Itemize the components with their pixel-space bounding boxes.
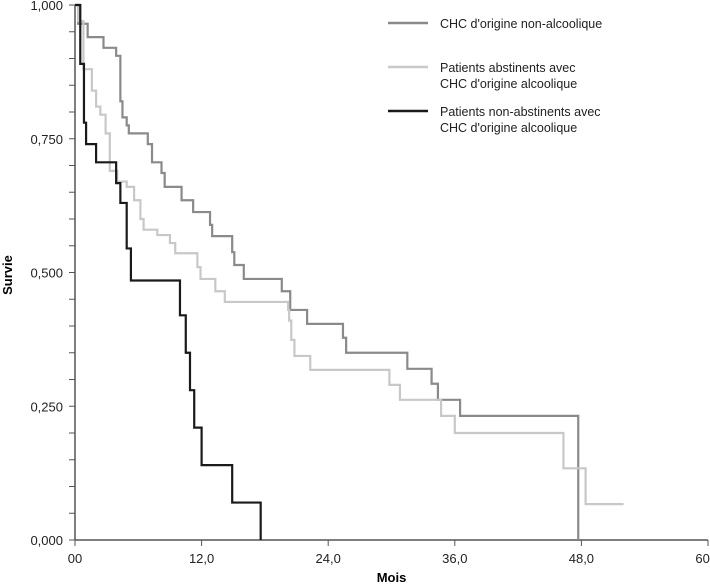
survival-curve-1 [75, 3, 580, 540]
y-tick-label: 0,500 [30, 266, 63, 281]
y-tick-label: 0,750 [30, 132, 63, 147]
x-tick-label: 12,0 [189, 551, 214, 566]
y-tick-label: 1,000 [30, 0, 63, 13]
y-tick-label: 0,000 [30, 533, 63, 548]
x-tick-label: 36,0 [442, 551, 467, 566]
legend-label-2: Patients abstinents avec [440, 61, 576, 75]
survival-curve-3 [75, 3, 262, 540]
x-tick-label: 00 [68, 551, 82, 566]
y-axis-label: Survie [0, 255, 15, 295]
x-tick-label: 60,0 [695, 551, 710, 566]
legend-label-3: Patients non-abstinents avec [440, 105, 601, 119]
x-tick-label: 24,0 [316, 551, 341, 566]
y-tick-label: 0,250 [30, 399, 63, 414]
x-axis-label: Mois [377, 570, 407, 585]
legend-label-1: CHC d'origine non-alcoolique [440, 17, 602, 31]
survival-curve-2 [75, 3, 624, 506]
legend-label-2: CHC d'origine alcoolique [440, 77, 577, 91]
legend-label-3: CHC d'origine alcoolique [440, 121, 577, 135]
x-tick-label: 48,0 [569, 551, 594, 566]
